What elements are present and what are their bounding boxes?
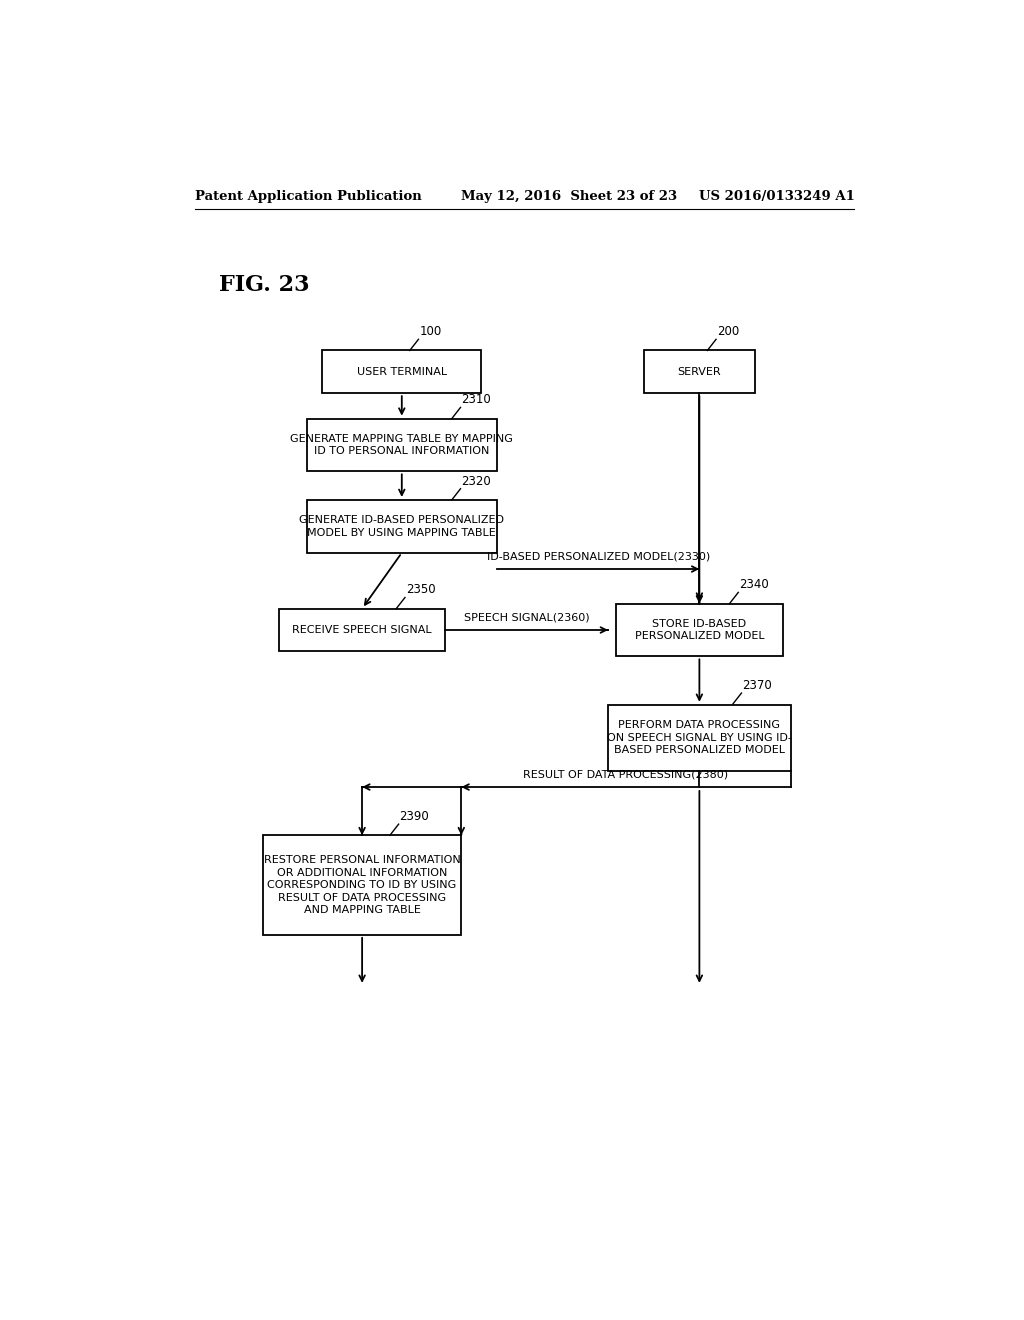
Text: SERVER: SERVER bbox=[678, 367, 721, 376]
Bar bbox=[306, 418, 497, 471]
Text: SPEECH SIGNAL(2360): SPEECH SIGNAL(2360) bbox=[464, 612, 590, 623]
Text: 2310: 2310 bbox=[461, 393, 492, 407]
Text: 2320: 2320 bbox=[461, 475, 492, 487]
Text: RESTORE PERSONAL INFORMATION
OR ADDITIONAL INFORMATION
CORRESPONDING TO ID BY US: RESTORE PERSONAL INFORMATION OR ADDITION… bbox=[264, 855, 461, 915]
Text: 200: 200 bbox=[717, 325, 739, 338]
Bar bbox=[608, 705, 791, 771]
Text: STORE ID-BASED
PERSONALIZED MODEL: STORE ID-BASED PERSONALIZED MODEL bbox=[635, 619, 764, 642]
Bar bbox=[263, 836, 461, 935]
Text: ID-BASED PERSONALIZED MODEL(2330): ID-BASED PERSONALIZED MODEL(2330) bbox=[486, 552, 710, 562]
Text: USER TERMINAL: USER TERMINAL bbox=[356, 367, 446, 376]
Text: 100: 100 bbox=[419, 325, 441, 338]
Bar bbox=[616, 603, 782, 656]
Bar bbox=[644, 351, 755, 393]
Text: 2390: 2390 bbox=[399, 810, 429, 824]
Bar bbox=[279, 609, 445, 651]
Text: PERFORM DATA PROCESSING
ON SPEECH SIGNAL BY USING ID-
BASED PERSONALIZED MODEL: PERFORM DATA PROCESSING ON SPEECH SIGNAL… bbox=[607, 721, 792, 755]
Text: GENERATE ID-BASED PERSONALIZED
MODEL BY USING MAPPING TABLE: GENERATE ID-BASED PERSONALIZED MODEL BY … bbox=[299, 515, 504, 537]
Text: US 2016/0133249 A1: US 2016/0133249 A1 bbox=[699, 190, 855, 202]
Bar bbox=[323, 351, 481, 393]
Text: FIG. 23: FIG. 23 bbox=[219, 275, 310, 297]
Bar bbox=[306, 500, 497, 553]
Text: 2340: 2340 bbox=[739, 578, 769, 591]
Text: RECEIVE SPEECH SIGNAL: RECEIVE SPEECH SIGNAL bbox=[292, 624, 432, 635]
Text: Patent Application Publication: Patent Application Publication bbox=[196, 190, 422, 202]
Text: May 12, 2016  Sheet 23 of 23: May 12, 2016 Sheet 23 of 23 bbox=[461, 190, 678, 202]
Text: 2350: 2350 bbox=[406, 583, 435, 597]
Text: 2370: 2370 bbox=[742, 678, 772, 692]
Text: RESULT OF DATA PROCESSING(2380): RESULT OF DATA PROCESSING(2380) bbox=[523, 770, 728, 780]
Text: GENERATE MAPPING TABLE BY MAPPING
ID TO PERSONAL INFORMATION: GENERATE MAPPING TABLE BY MAPPING ID TO … bbox=[291, 434, 513, 457]
